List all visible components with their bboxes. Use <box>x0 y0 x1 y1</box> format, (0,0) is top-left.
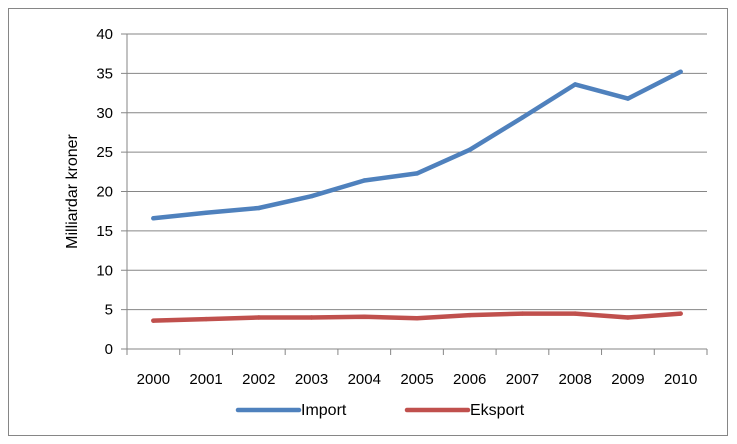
data-point-import <box>467 147 472 152</box>
x-tick-label: 2008 <box>558 371 591 388</box>
data-point-import <box>572 82 578 87</box>
x-tick-label: 2009 <box>611 371 644 388</box>
data-point-eksport <box>678 311 683 316</box>
data-point-import <box>625 96 631 101</box>
data-point-eksport <box>467 312 472 318</box>
x-tick-label: 2007 <box>506 371 539 388</box>
data-point-import <box>256 205 262 211</box>
x-tick-label: 2005 <box>400 371 433 388</box>
data-point-eksport <box>309 315 314 320</box>
data-point-eksport <box>203 316 209 322</box>
x-tick-label: 2006 <box>453 371 486 388</box>
x-tick-label: 2002 <box>242 371 275 388</box>
data-point-eksport <box>572 311 578 316</box>
x-tick-label: 2001 <box>189 371 222 388</box>
y-tick-label: 0 <box>105 341 113 358</box>
x-tick-label: 2004 <box>348 371 381 388</box>
y-tick-label: 15 <box>96 223 113 240</box>
data-point-import <box>203 210 209 215</box>
y-tick-label: 25 <box>96 144 113 161</box>
series-line-import <box>151 69 683 221</box>
y-tick-label: 35 <box>96 65 113 82</box>
y-tick-label: 20 <box>96 184 113 201</box>
data-point-eksport <box>625 315 631 320</box>
x-tick-label: 2000 <box>137 371 170 388</box>
data-point-eksport <box>362 314 367 319</box>
data-point-eksport <box>151 318 156 323</box>
y-tick-label: 10 <box>96 262 113 279</box>
data-point-eksport <box>414 316 420 321</box>
data-point-eksport <box>520 311 525 316</box>
legend-label-eksport: Eksport <box>470 402 525 419</box>
data-point-import <box>414 171 420 176</box>
data-point-import <box>520 115 525 120</box>
data-point-eksport <box>256 315 262 320</box>
data-point-import <box>362 178 367 183</box>
chart-frame: 0 5 10 15 20 25 30 35 40 2000 2001 2002 2003 2004 2005… <box>8 8 728 436</box>
line-chart: 0 5 10 15 20 25 30 35 40 2000 2001 2002 2003 2004 2005… <box>64 26 708 419</box>
y-tick-label: 30 <box>96 105 113 122</box>
x-tick-label: 2003 <box>295 371 328 388</box>
x-tick-label: 2010 <box>664 371 697 388</box>
data-point-import <box>309 194 314 199</box>
data-point-import <box>151 216 156 221</box>
y-tick-label: 40 <box>96 26 113 43</box>
data-point-import <box>678 69 683 74</box>
y-axis-label: Milliardar kroner <box>64 133 81 248</box>
y-tick-label: 5 <box>105 302 113 319</box>
legend-label-import: Import <box>301 402 347 419</box>
